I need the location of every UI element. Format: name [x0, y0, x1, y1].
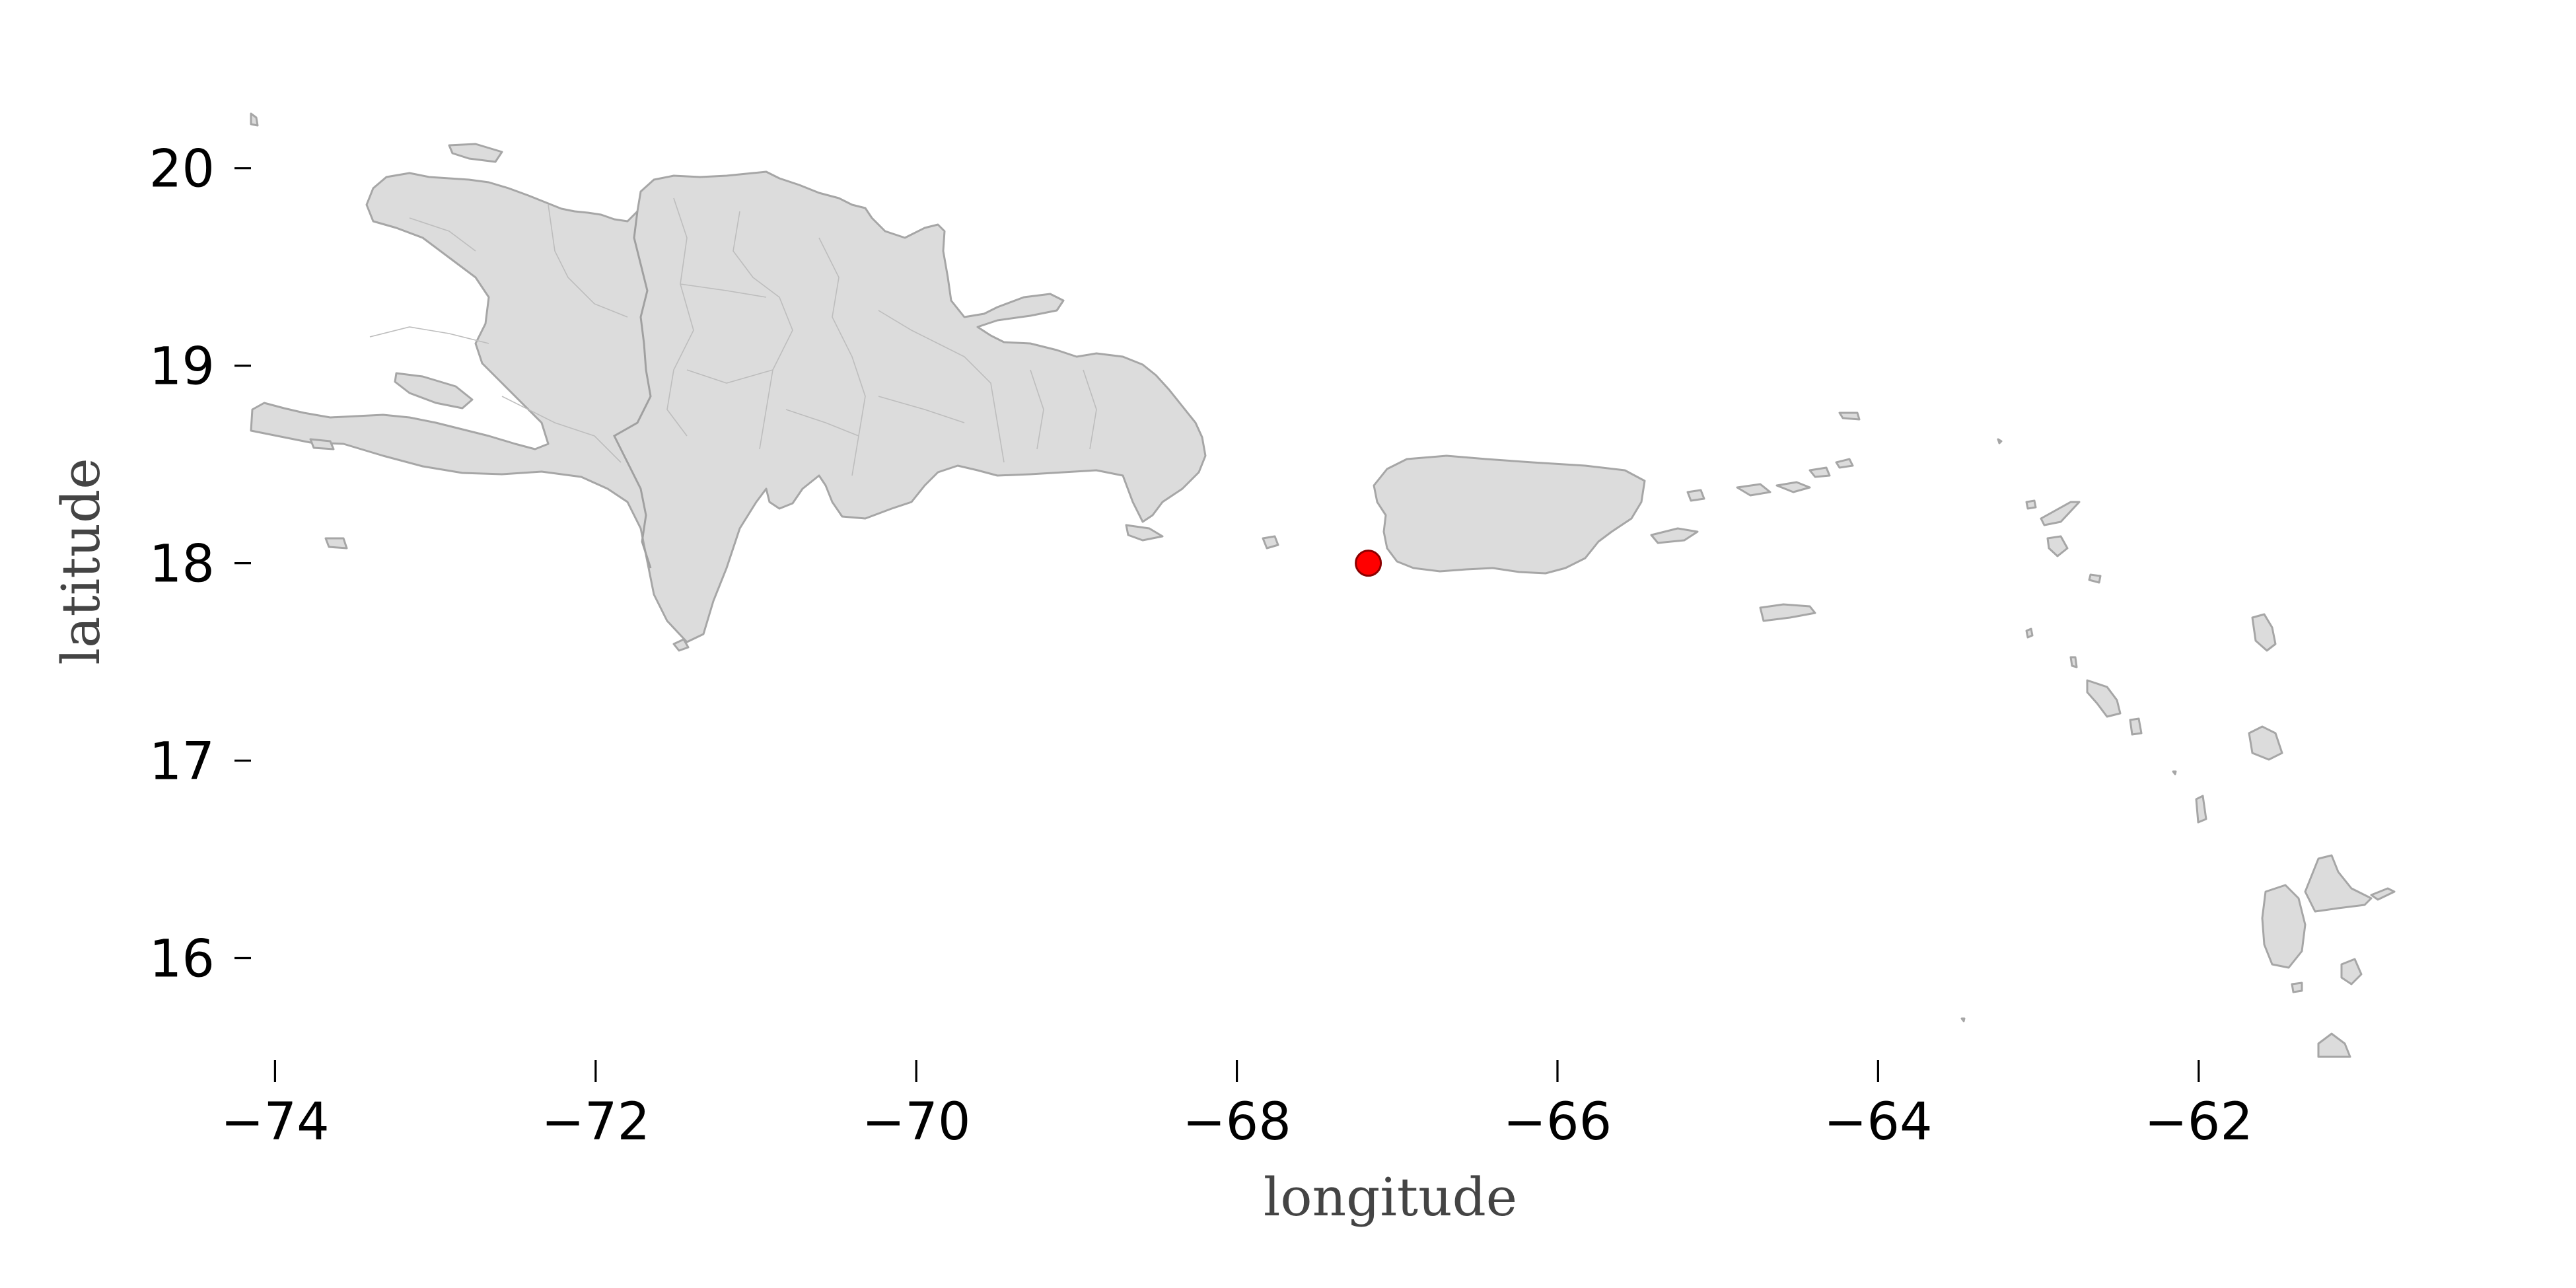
st-barth-island [2040, 501, 2081, 526]
haiti-small-island-1 [309, 438, 335, 450]
land-masses [250, 112, 2396, 1058]
virgin-islands-3 [1808, 466, 1831, 478]
antigua-island [2248, 725, 2283, 761]
x-tick-label: −66 [1503, 1092, 1612, 1152]
y-tick-label: 20 [149, 140, 215, 199]
guadeloupe-basse-terre [2261, 884, 2307, 969]
haiti-small-island-2 [324, 537, 348, 550]
haiti-dr-border [613, 211, 652, 569]
tiny-island-c [1960, 1017, 1966, 1022]
x-tick-label: −74 [221, 1092, 330, 1152]
plot-area [250, 112, 2396, 1058]
puerto-rico-landmass [1373, 454, 1646, 575]
beata-island [672, 638, 690, 652]
nevis-island [2129, 717, 2143, 736]
barbuda-area-island [2046, 535, 2069, 557]
gonave-island [394, 372, 474, 410]
virgin-islands-1 [1736, 483, 1771, 497]
cuba-tip [250, 112, 259, 127]
les-saintes-island [2291, 982, 2303, 993]
small-island-a [2088, 573, 2102, 584]
statia-island [2069, 656, 2078, 668]
vieques-island [1650, 527, 1699, 544]
y-tick-label: 18 [149, 535, 215, 594]
y-axis-label: latitude [50, 458, 112, 664]
st-croix-island [1759, 603, 1816, 622]
admin-lines-hispaniola [369, 197, 1097, 476]
x-axis-label: longitude [1264, 1166, 1517, 1228]
data-points [1355, 550, 1382, 577]
saba-island [2025, 627, 2034, 639]
saona-island [1125, 524, 1164, 542]
st-martin-island [2025, 499, 2037, 510]
y-tick-label: 17 [149, 733, 215, 792]
anegada-island [1838, 411, 1861, 421]
montserrat-island [2195, 795, 2207, 824]
mona-island [1262, 535, 1279, 550]
x-tick-label: −72 [541, 1092, 650, 1152]
anguilla-island [1997, 438, 2003, 445]
x-tick-label: −68 [1182, 1092, 1291, 1152]
x-tick-label: −64 [1824, 1092, 1933, 1152]
desirade-island [2370, 887, 2396, 901]
marie-galante-island [2340, 958, 2363, 985]
y-tick-label: 16 [149, 930, 215, 989]
barbuda-island [2251, 613, 2277, 652]
hispaniola-landmass [250, 170, 1207, 643]
x-tick-label: −62 [2144, 1092, 2253, 1152]
x-axis: −74 −72 −70 −68 −66 −64 −62 [221, 1060, 2253, 1152]
guadeloupe-grande-terre [2304, 854, 2373, 913]
y-axis: 16 17 18 19 20 [149, 140, 251, 989]
virgin-islands-2 [1775, 481, 1811, 493]
tiny-island-b [2172, 770, 2177, 775]
st-kitts-island [2086, 679, 2122, 718]
tortuga-island [448, 143, 503, 163]
y-tick-label: 19 [149, 338, 215, 397]
dominica-island [2317, 1032, 2351, 1058]
data-point-marker [1355, 550, 1382, 577]
virgin-islands-4 [1835, 458, 1854, 469]
culebra-island [1686, 489, 1705, 502]
x-tick-label: −70 [862, 1092, 971, 1152]
